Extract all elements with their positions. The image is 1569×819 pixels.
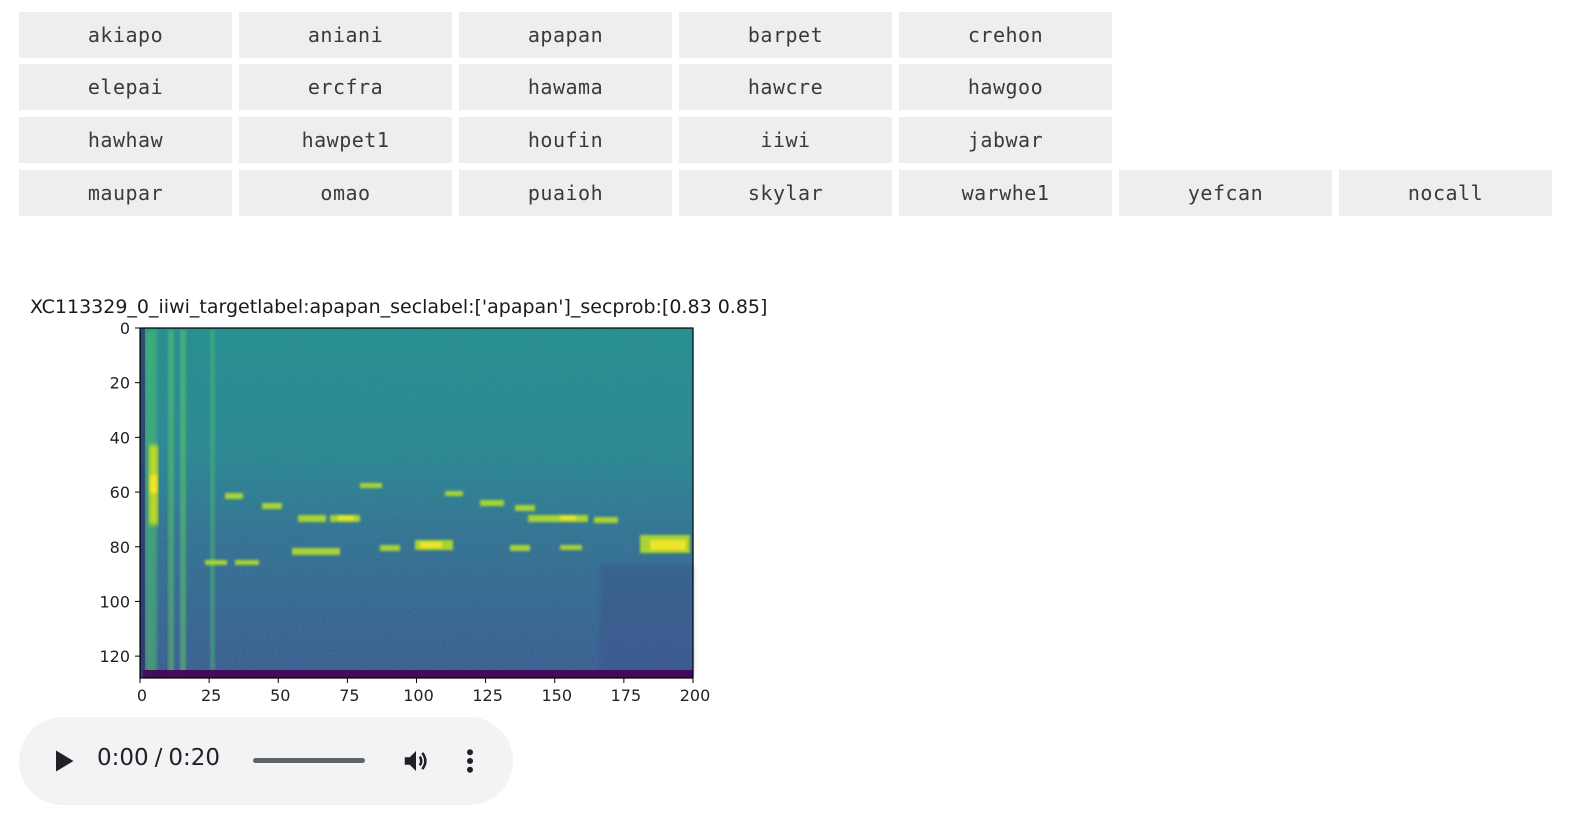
- label-button-elepai[interactable]: elepai: [19, 64, 232, 110]
- y-tick-label: 80: [110, 538, 130, 557]
- label-button-iiwi[interactable]: iiwi: [679, 117, 892, 163]
- audio-player: 0:00/0:20: [19, 717, 513, 805]
- more-vert-icon[interactable]: [460, 746, 480, 776]
- label-row-1: akiapo aniani apapan barpet crehon: [19, 12, 1112, 58]
- label-button-hawpet1[interactable]: hawpet1: [239, 117, 452, 163]
- x-tick-label: 75: [339, 686, 359, 705]
- spectrogram-chart: 0 20 40 60 80 100 120 0 25 50 75 100 125 150 175 200: [99, 319, 710, 705]
- y-tick-label: 120: [99, 647, 130, 666]
- label-button-barpet[interactable]: barpet: [679, 12, 892, 58]
- x-tick-label: 0: [137, 686, 147, 705]
- x-tick-label: 50: [270, 686, 290, 705]
- label-button-puaioh[interactable]: puaioh: [459, 170, 672, 216]
- label-row-3: hawhaw hawpet1 houfin iiwi jabwar: [19, 117, 1112, 163]
- volume-icon[interactable]: [401, 746, 431, 776]
- play-icon[interactable]: [49, 747, 77, 775]
- label-button-akiapo[interactable]: akiapo: [19, 12, 232, 58]
- label-button-skylar[interactable]: skylar: [679, 170, 892, 216]
- label-button-crehon[interactable]: crehon: [899, 12, 1112, 58]
- x-tick-label: 25: [201, 686, 221, 705]
- x-tick-label: 150: [541, 686, 572, 705]
- y-tick-label: 40: [110, 428, 130, 447]
- label-row-4: maupar omao puaioh skylar warwhe1 yefcan…: [19, 170, 1552, 216]
- label-button-apapan[interactable]: apapan: [459, 12, 672, 58]
- current-time: 0:00: [97, 745, 149, 771]
- y-tick-label: 60: [110, 483, 130, 502]
- spectrogram-image: [140, 328, 693, 678]
- y-tick-label: 20: [110, 374, 130, 393]
- time-display: 0:00/0:20: [97, 745, 220, 771]
- label-button-hawama[interactable]: hawama: [459, 64, 672, 110]
- label-button-warwhe1[interactable]: warwhe1: [899, 170, 1112, 216]
- label-button-houfin[interactable]: houfin: [459, 117, 672, 163]
- x-axis: 0 25 50 75 100 125 150 175 200: [137, 678, 710, 705]
- label-button-hawgoo[interactable]: hawgoo: [899, 64, 1112, 110]
- progress-slider[interactable]: [253, 758, 365, 763]
- label-button-aniani[interactable]: aniani: [239, 12, 452, 58]
- label-button-omao[interactable]: omao: [239, 170, 452, 216]
- x-tick-label: 125: [472, 686, 503, 705]
- y-tick-label: 0: [120, 319, 130, 338]
- label-button-nocall[interactable]: nocall: [1339, 170, 1552, 216]
- label-row-2: elepai ercfra hawama hawcre hawgoo: [19, 64, 1112, 110]
- x-tick-label: 200: [680, 686, 711, 705]
- plot-title: XC113329_0_iiwi_targetlabel:apapan_secla…: [30, 296, 768, 318]
- y-axis: 0 20 40 60 80 100 120: [99, 319, 140, 666]
- x-tick-label: 175: [611, 686, 642, 705]
- label-button-ercfra[interactable]: ercfra: [239, 64, 452, 110]
- label-button-hawhaw[interactable]: hawhaw: [19, 117, 232, 163]
- label-button-yefcan[interactable]: yefcan: [1119, 170, 1332, 216]
- label-button-maupar[interactable]: maupar: [19, 170, 232, 216]
- label-button-hawcre[interactable]: hawcre: [679, 64, 892, 110]
- label-button-jabwar[interactable]: jabwar: [899, 117, 1112, 163]
- y-tick-label: 100: [99, 592, 130, 611]
- duration: 0:20: [168, 745, 221, 771]
- x-tick-label: 100: [403, 686, 434, 705]
- time-separator: /: [154, 745, 163, 771]
